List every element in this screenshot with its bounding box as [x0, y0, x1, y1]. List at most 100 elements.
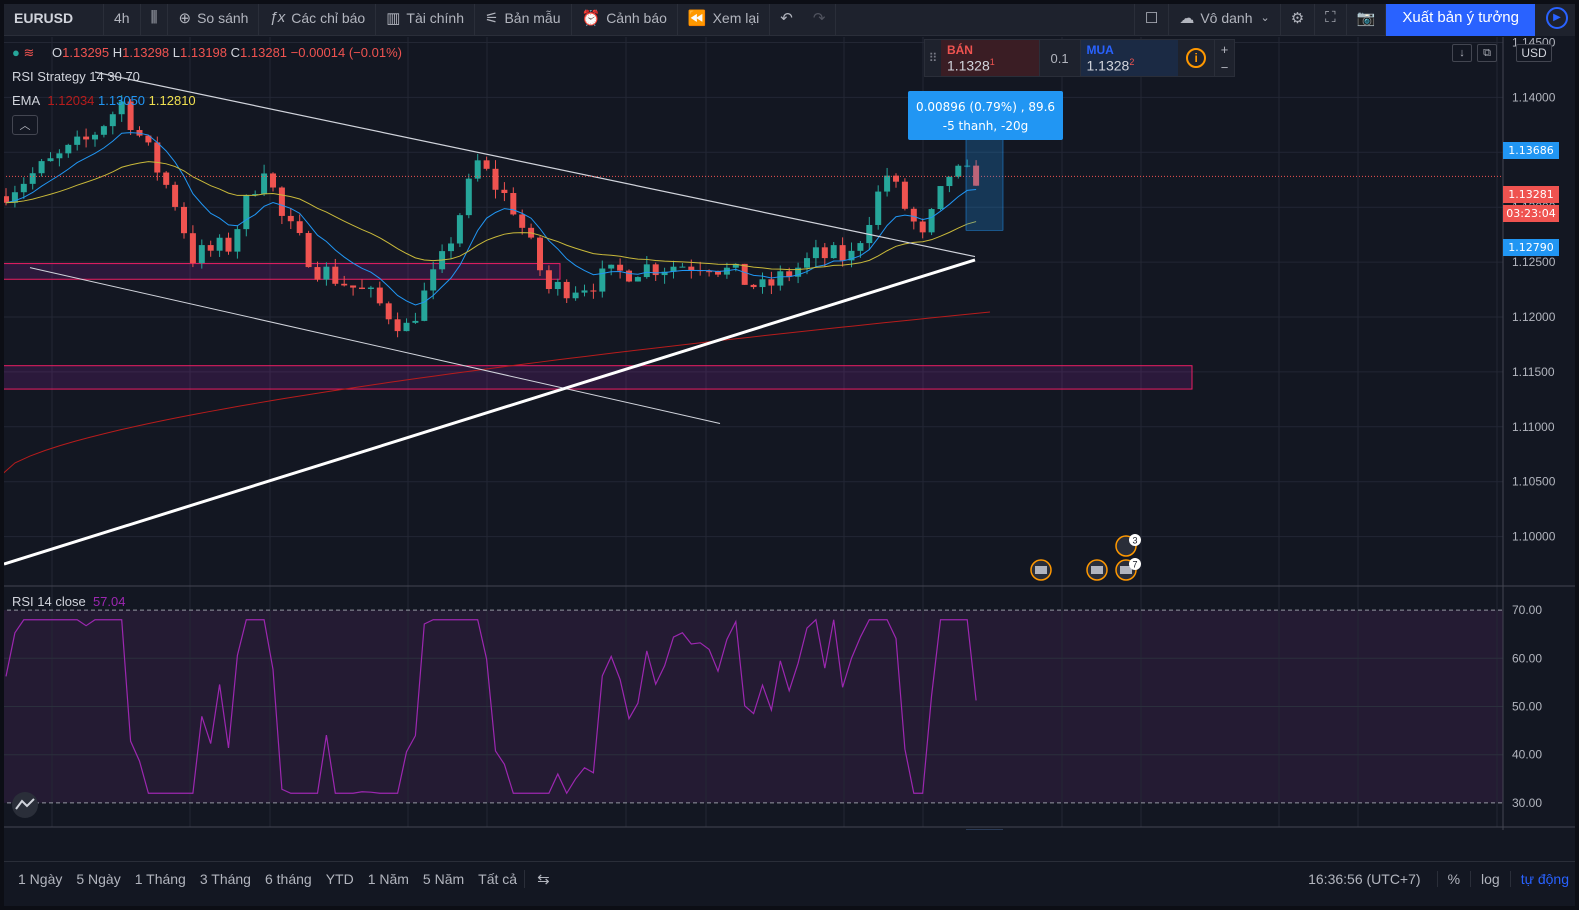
candle-body [563, 281, 570, 299]
strategy-legend[interactable]: RSI Strategy 14 30 70 [12, 69, 140, 84]
price-tick-label: 1.10000 [1512, 530, 1556, 544]
layout-name-button[interactable]: ☁ Vô danh ⌄ [1169, 0, 1281, 36]
range-5d[interactable]: 5 Ngày [76, 870, 121, 887]
candle-body [750, 284, 757, 288]
compare-button[interactable]: ⊕ So sánh [168, 0, 260, 36]
ema-legend[interactable]: EMA 1.12034 1.13050 1.12810 [12, 93, 196, 108]
info-button[interactable]: i [1178, 40, 1214, 76]
auto-scale-button[interactable]: tự động [1509, 870, 1579, 887]
log-scale-button[interactable]: log [1470, 870, 1510, 887]
financials-label: Tài chính [406, 9, 464, 26]
chart-area[interactable]: 1.145001.140001.135001.130001.125001.120… [0, 37, 1579, 830]
chart-style-button[interactable]: ⫼ [141, 0, 169, 36]
candle-body [216, 237, 223, 251]
candle-body [919, 221, 926, 233]
range-5y[interactable]: 5 Năm [422, 870, 465, 887]
candle-body [74, 136, 81, 145]
range-all[interactable]: Tất cả [478, 870, 518, 887]
redo-button[interactable]: ↷ [803, 0, 837, 36]
undo-button[interactable]: ↶ [770, 0, 803, 36]
candle-body [519, 214, 526, 228]
toolbar-spacer [836, 0, 1135, 36]
alerts-button[interactable]: ⏰ Cảnh báo [572, 0, 678, 36]
flag-stripes-icon [1091, 566, 1103, 574]
sell-price-pip: 1 [989, 57, 995, 67]
candle-body [884, 175, 891, 192]
range-1d[interactable]: 1 Ngày [18, 870, 63, 887]
candle-body [626, 270, 632, 282]
range-1y[interactable]: 1 Năm [367, 870, 409, 887]
chevron-up-icon: ︿ [19, 120, 31, 132]
select-layout-button[interactable]: ☐ [1135, 0, 1170, 36]
sell-button[interactable]: BÁN 1.13281 [940, 40, 1039, 76]
candle-body [483, 160, 490, 169]
currency-label[interactable]: USD [1516, 44, 1552, 62]
symbol-search-button[interactable]: EURUSD [0, 0, 104, 36]
candle-body [100, 126, 107, 135]
increase-button[interactable]: + [1220, 41, 1229, 57]
bar-chart-icon: ▥ [386, 9, 401, 27]
stream-play-button[interactable]: ▶ [1535, 0, 1579, 36]
candle-body [305, 233, 312, 268]
maximize-pane-button[interactable]: ⧉ [1477, 44, 1497, 62]
event-count-badge-7-bg [1129, 558, 1141, 570]
date-range-icon[interactable]: ⇆ [524, 869, 562, 888]
price-tick-label: 1.10500 [1512, 475, 1556, 489]
drag-handle-icon[interactable]: ⠿ [928, 51, 938, 65]
candle-body [474, 160, 481, 179]
sell-label: BÁN [946, 43, 973, 57]
interval-button[interactable]: 4h [104, 0, 141, 36]
candle-body [830, 245, 837, 259]
price-tick-label: 1.12000 [1512, 310, 1556, 324]
clock[interactable]: 16:36:56 (UTC+7) [1308, 870, 1421, 887]
visibility-toggle-icon[interactable]: ● [12, 45, 20, 60]
candle-body [296, 221, 303, 234]
candle-body [706, 271, 713, 273]
candle-body [314, 267, 321, 280]
range-6m[interactable]: 6 tháng [264, 870, 312, 887]
financials-button[interactable]: ▥ Tài chính [376, 0, 475, 36]
snapshot-button[interactable]: 📷 [1347, 0, 1387, 36]
candle-body [20, 183, 27, 193]
candle-body [608, 264, 615, 269]
rsi-tick-label: 70.00 [1512, 603, 1542, 617]
indicators-button[interactable]: ƒx Các chỉ báo [259, 0, 377, 36]
candle-body [715, 271, 721, 275]
candle-body [163, 172, 170, 185]
buy-button[interactable]: MUA 1.13282 [1080, 40, 1179, 76]
candle-body [492, 168, 499, 190]
fullscreen-button[interactable]: ⛶ [1315, 0, 1347, 36]
decrease-button[interactable]: − [1220, 59, 1229, 75]
percent-scale-button[interactable]: % [1436, 870, 1470, 887]
collapse-legend-button[interactable]: ︿ [12, 115, 38, 135]
replay-label: Xem lại [712, 9, 760, 26]
high-label: H [112, 45, 123, 60]
candle-body [857, 243, 864, 251]
range-1m[interactable]: 1 Tháng [134, 870, 186, 887]
open-value: 1.13295 [62, 45, 110, 60]
close-label: C [230, 45, 241, 60]
range-ytd[interactable]: YTD [325, 870, 354, 887]
scroll-to-latest-button[interactable]: ↓ [1452, 44, 1472, 62]
compare-label: So sánh [197, 9, 249, 26]
candle-body [127, 101, 134, 131]
measure-change: 0.00896 (0.79%) , 89.6 [915, 100, 1056, 114]
rsi-legend[interactable]: RSI 14 close 57.04 [12, 594, 125, 609]
candle-body [777, 271, 784, 286]
buy-label: MUA [1086, 43, 1114, 57]
settings-button[interactable]: ⚙ [1281, 0, 1316, 36]
candle-body [652, 264, 659, 276]
candle-body [38, 161, 45, 174]
publish-idea-button[interactable]: Xuất bản ý tưởng [1386, 0, 1535, 36]
range-3m[interactable]: 3 Tháng [199, 870, 251, 887]
interval-label: 4h [114, 9, 130, 26]
candle-body [581, 290, 588, 293]
fullscreen-icon: ⛶ [1325, 9, 1336, 26]
indicators-label: Các chỉ báo [291, 9, 366, 26]
templates-button[interactable]: ⚟ Bản mẫu [475, 0, 572, 36]
replay-button[interactable]: ⏪ Xem lại [678, 0, 771, 36]
chart-canvas[interactable]: 1.145001.140001.135001.130001.125001.120… [0, 37, 1579, 830]
candle-body [403, 322, 410, 332]
square-icon: ☐ [1144, 9, 1159, 27]
quantity-field[interactable]: 0.1 [1038, 40, 1081, 76]
